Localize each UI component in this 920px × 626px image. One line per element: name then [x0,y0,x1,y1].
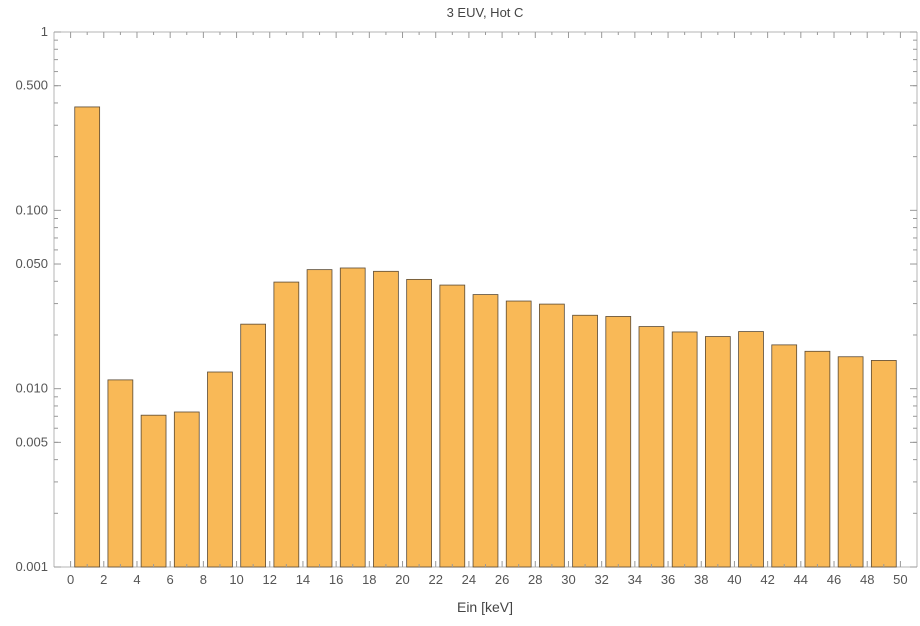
bar-10 [406,278,432,568]
x-tick-label: 30 [561,572,575,587]
bar-18 [671,331,698,568]
bar-series [74,106,897,568]
bar-8 [339,267,366,568]
x-tick-label: 8 [200,572,207,587]
bar-15 [572,314,598,568]
bar-16 [605,316,632,568]
x-axis-title: Ein [keV] [457,599,513,615]
x-tick-label: 14 [296,572,310,587]
bar-20 [738,331,764,568]
x-tick-label: 32 [594,572,608,587]
x-tick-label: 24 [462,572,476,587]
bar-4 [207,371,233,568]
y-tick-label: 0.100 [15,202,48,217]
x-tick-label: 46 [827,572,841,587]
x-tick-label: 16 [329,572,343,587]
bar-3 [173,411,200,568]
x-tick-label: 12 [263,572,277,587]
bar-6 [273,281,300,568]
y-tick-label: 0.500 [15,78,48,93]
x-tick-label: 28 [528,572,542,587]
bar-5 [240,323,267,568]
bar-17 [638,326,665,568]
x-tick-label: 38 [694,572,708,587]
bar-7 [306,269,333,568]
x-axis-ticks: 0 2 4 6 8 10 12 14 16 18 20 22 24 26 28 30 32 34 36 38 40 42 4… [67,32,908,587]
bar-13 [505,300,532,568]
x-tick-label: 34 [628,572,642,587]
x-tick-label: 40 [727,572,741,587]
bar-0 [74,106,101,568]
y-tick-label: 0.005 [15,434,48,449]
bar-22 [804,350,831,568]
y-tick-label: 1 [41,24,48,39]
bar-1 [107,379,134,568]
bar-12 [472,294,499,568]
x-tick-label: 44 [794,572,808,587]
x-tick-label: 0 [67,572,74,587]
x-tick-label: 42 [760,572,774,587]
y-tick-label: 0.001 [15,559,48,574]
x-tick-label: 48 [860,572,874,587]
x-tick-label: 22 [428,572,442,587]
bar-19 [705,336,731,568]
chart-title: 3 EUV, Hot C [447,5,524,20]
x-tick-label: 50 [893,572,907,587]
x-tick-label: 10 [229,572,243,587]
bar-24 [870,360,897,568]
bar-2 [140,414,167,568]
bar-9 [373,270,399,568]
y-tick-label: 0.050 [15,256,48,271]
x-tick-label: 20 [395,572,409,587]
y-axis-ticks: 0.001 0.005 0.010 0.050 0.100 0.500 1 [15,24,917,574]
bar-23 [837,356,864,568]
bar-21 [771,344,798,568]
bar-14 [539,303,565,568]
x-tick-label: 2 [100,572,107,587]
bar-11 [439,284,466,568]
x-tick-label: 26 [495,572,509,587]
y-tick-label: 0.010 [15,381,48,396]
x-tick-label: 18 [362,572,376,587]
x-tick-label: 6 [167,572,174,587]
x-tick-label: 4 [133,572,140,587]
x-tick-label: 36 [661,572,675,587]
